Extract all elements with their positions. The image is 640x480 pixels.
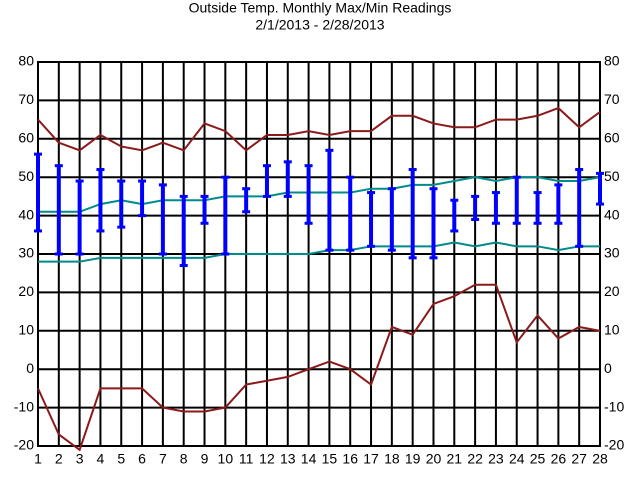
y-tick-label: -20 [14, 437, 34, 453]
x-tick-label: 22 [467, 451, 483, 467]
y2-tick-label: 80 [604, 53, 620, 69]
y-tick-label: 60 [18, 130, 34, 146]
y2-tick-label: 30 [604, 245, 620, 261]
x-tick-label: 15 [322, 451, 338, 467]
y-tick-label: 50 [18, 168, 34, 184]
x-tick-label: 26 [551, 451, 567, 467]
x-tick-label: 28 [592, 451, 608, 467]
x-tick-label: 17 [363, 451, 379, 467]
y2-tick-label: -10 [604, 398, 624, 414]
x-tick-label: 5 [117, 451, 125, 467]
series-line [37, 283, 601, 452]
x-tick-label: 23 [488, 451, 504, 467]
x-tick-label: 11 [239, 451, 254, 467]
x-tick-label: 27 [571, 451, 587, 467]
x-tick-label: 12 [259, 451, 275, 467]
y-tick-label: 20 [18, 283, 34, 299]
chart-title: Outside Temp. Monthly Max/Min Readings [189, 0, 452, 16]
x-tick-label: 9 [201, 451, 209, 467]
x-tick-label: 3 [76, 451, 84, 467]
y2-tick-label: 60 [604, 130, 620, 146]
y-tick-label: 80 [18, 53, 34, 69]
y2-tick-label: 50 [604, 168, 620, 184]
x-tick-label: 24 [509, 451, 525, 467]
series-line [38, 176, 601, 213]
y2-tick-label: 0 [604, 360, 612, 376]
y-tick-label: 0 [26, 360, 34, 376]
x-tick-label: 1 [34, 451, 42, 467]
x-tick-label: 14 [301, 451, 317, 467]
series-line [38, 241, 600, 263]
x-tick-label: 6 [138, 451, 146, 467]
x-tick-label: 19 [405, 451, 421, 467]
x-tick-label: 13 [280, 451, 296, 467]
y2-tick-label: -20 [604, 437, 624, 453]
y-tick-label: 40 [18, 206, 34, 222]
x-tick-label: 7 [159, 451, 167, 467]
y-tick-label: 70 [18, 91, 34, 107]
chart-subtitle: 2/1/2013 - 2/28/2013 [255, 17, 384, 33]
x-tick-label: 18 [384, 451, 400, 467]
y-tick-label: 10 [18, 322, 34, 338]
x-tick-label: 10 [218, 451, 234, 467]
x-tick-label: 16 [342, 451, 358, 467]
series-line [37, 106, 601, 152]
x-tick-label: 25 [530, 451, 546, 467]
x-tick-label: 4 [97, 451, 105, 467]
x-tick-label: 8 [180, 451, 188, 467]
y2-tick-label: 40 [604, 206, 620, 222]
y2-tick-label: 70 [604, 91, 620, 107]
y2-tick-label: 20 [604, 283, 620, 299]
y-tick-label: -10 [14, 398, 34, 414]
x-tick-label: 2 [55, 451, 63, 467]
x-tick-label: 20 [426, 451, 442, 467]
y-tick-label: 30 [18, 245, 34, 261]
y2-tick-label: 10 [604, 322, 620, 338]
x-tick-label: 21 [447, 451, 463, 467]
